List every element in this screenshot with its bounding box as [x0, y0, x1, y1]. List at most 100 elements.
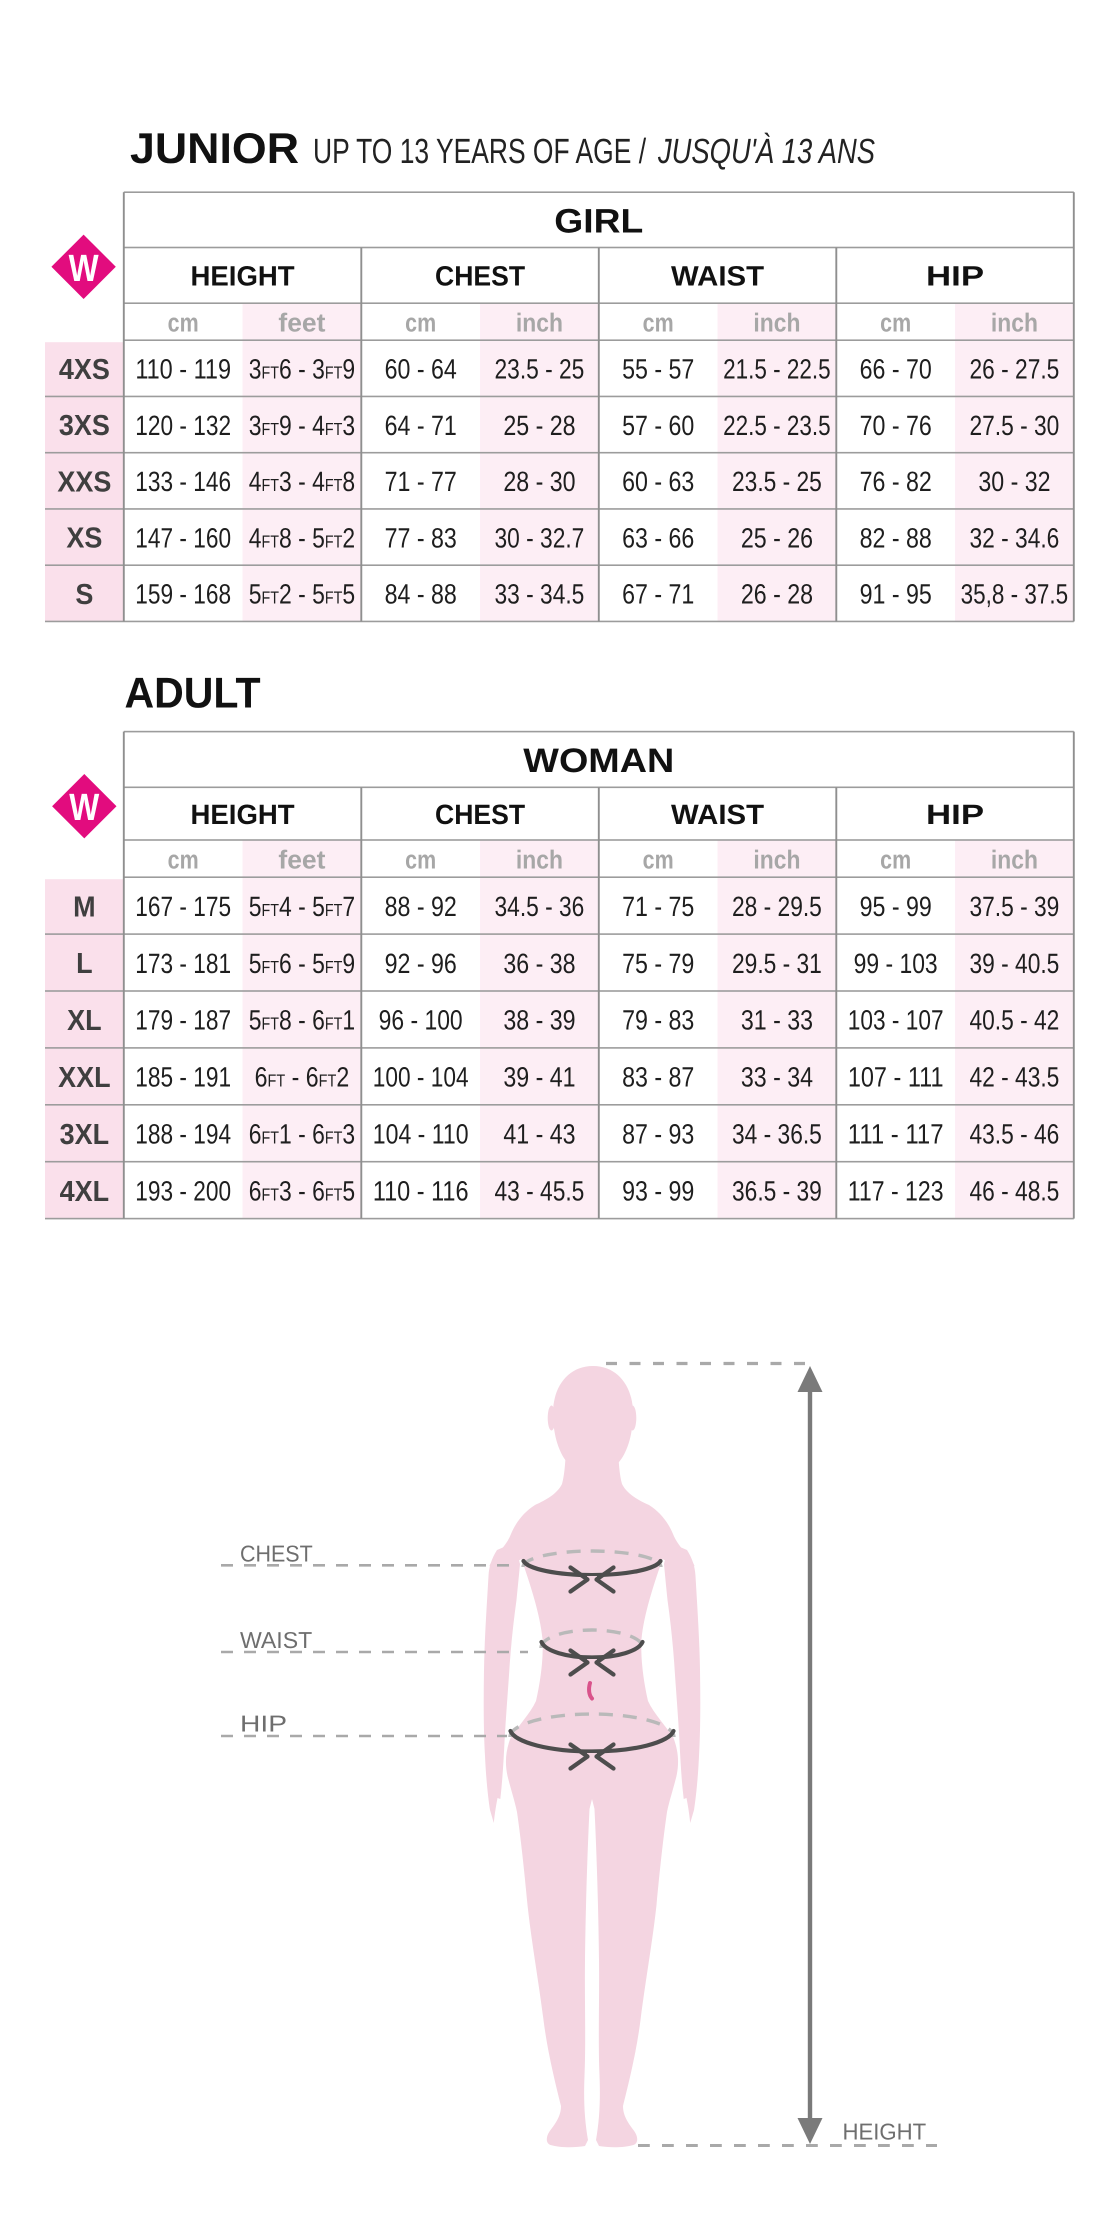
svg-text:28 - 29.5: 28 - 29.5	[732, 891, 822, 922]
svg-text:71 - 77: 71 - 77	[385, 466, 457, 497]
svg-text:HIP: HIP	[926, 261, 984, 292]
svg-text:6FT1 - 6FT3: 6FT1 - 6FT3	[249, 1118, 355, 1149]
svg-text:inch: inch	[753, 845, 800, 875]
svg-text:cm: cm	[643, 308, 674, 338]
svg-text:HEIGHT: HEIGHT	[843, 2118, 927, 2144]
svg-text:inch: inch	[991, 845, 1038, 875]
svg-text:159 - 168: 159 - 168	[135, 579, 231, 610]
svg-text:25 - 28: 25 - 28	[503, 410, 575, 441]
svg-text:31 - 33: 31 - 33	[741, 1005, 813, 1036]
svg-text:cm: cm	[168, 308, 199, 338]
svg-text:inch: inch	[991, 308, 1038, 338]
svg-text:35,8 - 37.5: 35,8 - 37.5	[961, 579, 1068, 610]
svg-text:107 - 111: 107 - 111	[848, 1062, 944, 1093]
svg-text:71 - 75: 71 - 75	[622, 891, 694, 922]
svg-text:93 - 99: 93 - 99	[622, 1175, 694, 1206]
svg-text:WAIST: WAIST	[671, 261, 764, 292]
svg-text:3XL: 3XL	[60, 1119, 109, 1151]
svg-text:cm: cm	[405, 845, 436, 875]
svg-text:82 - 88: 82 - 88	[860, 522, 932, 553]
svg-text:UP TO 13 YEARS OF AGE /: UP TO 13 YEARS OF AGE /	[313, 132, 646, 171]
svg-text:6FT3 - 6FT5: 6FT3 - 6FT5	[249, 1175, 355, 1206]
svg-text:26 - 27.5: 26 - 27.5	[969, 354, 1059, 385]
svg-text:XXS: XXS	[57, 466, 111, 498]
svg-text:42 - 43.5: 42 - 43.5	[969, 1062, 1059, 1093]
svg-text:75 - 79: 75 - 79	[622, 948, 694, 979]
svg-text:60 - 63: 60 - 63	[622, 466, 694, 497]
svg-text:WAIST: WAIST	[240, 1627, 312, 1653]
svg-text:3FT6 - 3FT9: 3FT6 - 3FT9	[249, 354, 355, 385]
svg-text:CHEST: CHEST	[240, 1540, 313, 1566]
svg-text:L: L	[76, 948, 92, 980]
svg-text:70 - 76: 70 - 76	[860, 410, 932, 441]
svg-text:91 - 95: 91 - 95	[860, 579, 932, 610]
svg-text:inch: inch	[516, 845, 563, 875]
svg-text:inch: inch	[753, 308, 800, 338]
svg-text:95 - 99: 95 - 99	[860, 891, 932, 922]
svg-text:22.5 - 23.5: 22.5 - 23.5	[723, 410, 830, 441]
svg-text:S: S	[75, 579, 93, 611]
svg-text:4XL: 4XL	[60, 1176, 109, 1208]
svg-text:104 - 110: 104 - 110	[373, 1118, 469, 1149]
svg-text:39 - 40.5: 39 - 40.5	[969, 948, 1059, 979]
svg-text:HIP: HIP	[240, 1711, 287, 1737]
svg-text:117 - 123: 117 - 123	[848, 1175, 944, 1206]
svg-text:60 - 64: 60 - 64	[385, 354, 457, 385]
svg-text:77 - 83: 77 - 83	[385, 522, 457, 553]
svg-text:WOMAN: WOMAN	[523, 742, 674, 780]
svg-text:4XS: 4XS	[59, 354, 110, 386]
svg-text:6FT - 6FT2: 6FT - 6FT2	[255, 1062, 350, 1093]
svg-text:WAIST: WAIST	[671, 799, 764, 830]
svg-text:33 - 34: 33 - 34	[741, 1062, 813, 1093]
svg-text:XS: XS	[66, 523, 102, 555]
svg-text:34.5 - 36: 34.5 - 36	[494, 891, 584, 922]
svg-text:36 - 38: 36 - 38	[503, 948, 575, 979]
svg-text:cm: cm	[405, 308, 436, 338]
svg-text:147 - 160: 147 - 160	[135, 522, 231, 553]
svg-text:133 - 146: 133 - 146	[135, 466, 231, 497]
svg-text:64 - 71: 64 - 71	[385, 410, 457, 441]
svg-text:110 - 119: 110 - 119	[135, 354, 231, 385]
svg-text:27.5 - 30: 27.5 - 30	[969, 410, 1059, 441]
svg-text:3FT9 - 4FT3: 3FT9 - 4FT3	[249, 410, 355, 441]
svg-text:76 - 82: 76 - 82	[860, 466, 932, 497]
svg-text:23.5 - 25: 23.5 - 25	[494, 354, 584, 385]
svg-text:GIRL: GIRL	[554, 202, 643, 240]
svg-text:5FT8 - 6FT1: 5FT8 - 6FT1	[249, 1005, 355, 1036]
svg-text:99 - 103: 99 - 103	[854, 948, 938, 979]
svg-text:83 - 87: 83 - 87	[622, 1062, 694, 1093]
svg-text:57 - 60: 57 - 60	[622, 410, 694, 441]
svg-text:88 - 92: 88 - 92	[385, 891, 457, 922]
svg-text:32 - 34.6: 32 - 34.6	[969, 522, 1059, 553]
svg-text:46 - 48.5: 46 - 48.5	[969, 1175, 1059, 1206]
svg-text:M: M	[73, 891, 95, 923]
svg-text:JUNIOR: JUNIOR	[130, 125, 299, 173]
svg-text:96 - 100: 96 - 100	[379, 1005, 463, 1036]
svg-text:25 - 26: 25 - 26	[741, 522, 813, 553]
svg-text:179 - 187: 179 - 187	[135, 1005, 231, 1036]
svg-text:39 - 41: 39 - 41	[503, 1062, 575, 1093]
svg-text:38 - 39: 38 - 39	[503, 1005, 575, 1036]
svg-text:4FT3 - 4FT8: 4FT3 - 4FT8	[249, 466, 355, 497]
svg-text:XXL: XXL	[58, 1062, 110, 1094]
svg-text:100 - 104: 100 - 104	[373, 1062, 469, 1093]
svg-text:34 - 36.5: 34 - 36.5	[732, 1118, 822, 1149]
svg-text:26 - 28: 26 - 28	[741, 579, 813, 610]
svg-text:23.5 - 25: 23.5 - 25	[732, 466, 822, 497]
svg-text:HIP: HIP	[926, 799, 984, 830]
svg-text:W: W	[69, 787, 99, 829]
svg-text:185 - 191: 185 - 191	[135, 1062, 231, 1093]
svg-text:40.5 - 42: 40.5 - 42	[969, 1005, 1059, 1036]
svg-text:4FT8 - 5FT2: 4FT8 - 5FT2	[249, 522, 355, 553]
svg-text:188 - 194: 188 - 194	[135, 1118, 231, 1149]
svg-text:167 - 175: 167 - 175	[135, 891, 231, 922]
svg-text:cm: cm	[168, 845, 199, 875]
svg-text:79 - 83: 79 - 83	[622, 1005, 694, 1036]
svg-text:5FT2 - 5FT5: 5FT2 - 5FT5	[249, 579, 355, 610]
svg-text:feet: feet	[278, 308, 325, 338]
svg-text:36.5 - 39: 36.5 - 39	[732, 1175, 822, 1206]
svg-text:67 - 71: 67 - 71	[622, 579, 694, 610]
svg-text:JUSQU'À 13 ANS: JUSQU'À 13 ANS	[657, 132, 875, 171]
svg-text:63 - 66: 63 - 66	[622, 522, 694, 553]
svg-text:30 - 32: 30 - 32	[978, 466, 1050, 497]
